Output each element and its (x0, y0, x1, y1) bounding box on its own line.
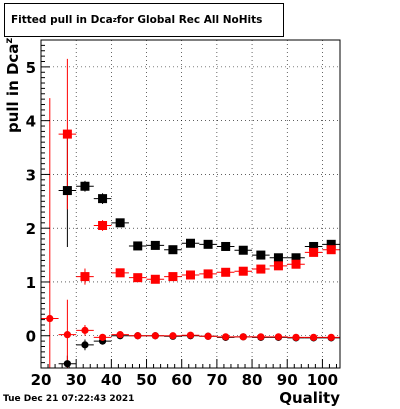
x-tick-label: 30 (66, 371, 87, 389)
data-point-square (133, 273, 143, 283)
data-point-circle (292, 333, 300, 341)
data-point-circle (310, 333, 318, 341)
x-axis-label: Quality (279, 389, 340, 407)
x-tick-label: 90 (277, 371, 298, 389)
x-tick-label: 40 (101, 371, 122, 389)
data-point-square (150, 240, 160, 250)
data-point-circle (98, 333, 107, 341)
data-point-square (186, 238, 195, 248)
data-point-square (221, 241, 231, 251)
data-point-square (186, 270, 195, 280)
title-sub: z (112, 16, 117, 24)
data-point-circle (327, 333, 335, 341)
y-tick-label: 5 (26, 59, 36, 77)
data-point-circle (134, 332, 142, 340)
data-point-square (238, 266, 248, 276)
data-point-square (291, 253, 301, 263)
data-point-circle (46, 314, 54, 323)
data-point-square (273, 253, 283, 263)
data-point-circle (257, 333, 265, 341)
y-axis-label: pull in Dcaz (4, 38, 22, 133)
data-point-circle (63, 360, 71, 368)
data-point-circle (239, 333, 247, 341)
data-point-square (238, 245, 248, 255)
y-tick-label: 2 (26, 220, 36, 238)
y-tick-label: 4 (26, 113, 36, 131)
data-point-square (256, 250, 266, 260)
data-point-square (291, 259, 301, 269)
data-point-square (309, 247, 319, 257)
x-tick-label: 100 (307, 371, 338, 389)
data-point-square (256, 264, 266, 274)
data-point-circle (169, 332, 177, 340)
data-point-circle (151, 332, 159, 340)
data-point-circle (274, 333, 283, 341)
data-point-circle (81, 341, 89, 349)
plot-frame (40, 39, 341, 369)
data-point-square (326, 239, 336, 249)
data-point-square (168, 272, 178, 282)
x-tick-label: 50 (136, 371, 157, 389)
tick-labels: 20 30 40 50 60 70 80 90 100 0 1 2 3 4 5 (26, 59, 339, 389)
axis-ticks (40, 39, 337, 368)
data-markers (46, 129, 336, 368)
data-point-square (168, 245, 178, 255)
data-point-square (203, 239, 213, 249)
chart-title: Fitted pull in Dca z for Global Rec All N… (4, 3, 284, 37)
data-point-circle (186, 331, 195, 339)
data-point-square (309, 241, 319, 251)
y-tick-label: 1 (26, 274, 36, 292)
data-point-square (203, 269, 213, 279)
data-point-square (221, 267, 231, 277)
timestamp: Tue Dec 21 07:22:43 2021 (3, 394, 135, 404)
data-point-square (133, 241, 143, 251)
data-point-square (80, 181, 90, 191)
title-rest: for Global Rec All NoHits (116, 14, 263, 26)
ylabel-sub: z (4, 37, 15, 44)
x-tick-label: 20 (31, 371, 52, 389)
y-tick-label: 0 (26, 328, 36, 346)
data-point-square (273, 261, 283, 271)
error-bars (41, 58, 340, 368)
x-tick-label: 60 (171, 371, 192, 389)
data-point-square (115, 218, 125, 228)
data-point-circle (222, 333, 230, 341)
data-point-square (115, 268, 125, 278)
title-main: Fitted pull in Dca (11, 14, 113, 26)
data-point-square (150, 274, 160, 284)
ylabel-main: pull in Dca (4, 43, 22, 133)
y-tick-label: 3 (26, 166, 36, 184)
data-point-square (98, 194, 108, 204)
data-point-square (326, 245, 336, 255)
data-point-circle (63, 331, 71, 339)
x-tick-label: 70 (206, 371, 227, 389)
x-tick-label: 80 (242, 371, 263, 389)
data-point-square (62, 129, 72, 139)
data-point-circle (81, 326, 89, 334)
data-point-square (62, 186, 72, 196)
data-point-circle (116, 331, 124, 339)
grid-lines (41, 40, 340, 368)
data-point-square (80, 272, 90, 282)
data-point-square (98, 221, 108, 231)
data-point-circle (204, 332, 212, 340)
